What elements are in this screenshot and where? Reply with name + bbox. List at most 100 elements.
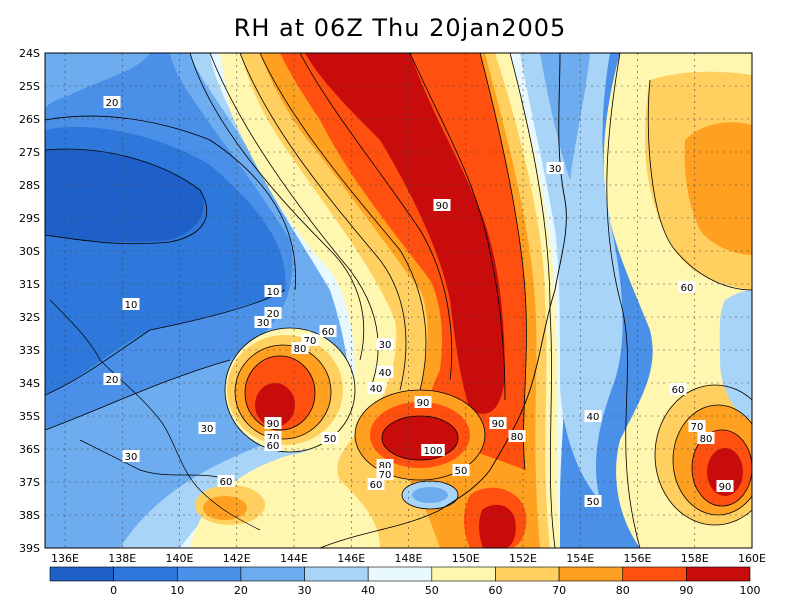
contour-label-bg: [584, 495, 602, 507]
lat-axis: 24S 25S 26S 27S 28S 29S 30S 31S 32S 33S 34S 35S 36S 3…: [19, 47, 40, 555]
east-80: [684, 122, 752, 255]
contour-label: 90: [267, 419, 280, 430]
pocket-blue-core: [412, 487, 448, 503]
contour-lines: [45, 53, 752, 548]
contour-label: 60: [267, 441, 280, 452]
gridlines: [45, 53, 752, 548]
lon-axis: 136E 138E 140E 142E 144E 146E 148E 150E 152E 154E…: [51, 552, 766, 565]
contour-label: 60: [322, 327, 335, 338]
contour-label-bg: [414, 396, 432, 408]
colorbar-swatch: [367, 566, 433, 582]
lon-tick-label: 138E: [108, 552, 136, 565]
chart-title: RH at 06Z Thu 20jan2005: [233, 14, 567, 42]
contour-label: 90: [417, 398, 430, 409]
contour-label-bg: [264, 417, 282, 429]
colorbar-label: 30: [298, 584, 312, 597]
lon-tick-label: 154E: [566, 552, 594, 565]
contour-label-bg: [376, 366, 394, 378]
very-dry-region: [45, 149, 204, 243]
contour-label: 20: [106, 375, 119, 386]
contour-label-bg: [584, 410, 602, 422]
colorbar-label: 100: [740, 584, 761, 597]
lat-tick-label: 24S: [19, 47, 40, 60]
contour-label-bg: [367, 478, 385, 490]
contour-label: 60: [370, 480, 383, 491]
contour-label: 80: [379, 461, 392, 472]
lon-tick-label: 136E: [51, 552, 79, 565]
lat-tick-label: 34S: [19, 377, 40, 390]
colorbar-swatch: [622, 566, 687, 582]
colorbar-label: 20: [234, 584, 248, 597]
contour-label: 60: [672, 385, 685, 396]
lat-tick-label: 27S: [19, 146, 40, 159]
contour-label-bg: [103, 373, 121, 385]
colorbar-label: 0: [110, 584, 117, 597]
contour-label-bg: [697, 432, 715, 444]
coastline: [319, 53, 567, 548]
contour-label: 40: [370, 384, 383, 395]
lat-tick-label: 36S: [19, 443, 40, 456]
contour-label: 60: [681, 283, 694, 294]
contour-label: 20: [106, 98, 119, 109]
lon-tick-label: 142E: [223, 552, 251, 565]
lat-tick-label: 37S: [19, 476, 40, 489]
east-drier-tongue: [540, 53, 590, 180]
contour-label: 30: [257, 318, 270, 329]
colorbar-swatch: [49, 566, 114, 582]
colorbar-swatch: [686, 566, 751, 582]
lat-tick-label: 38S: [19, 509, 40, 522]
lat-tick-label: 30S: [19, 245, 40, 258]
lon-tick-label: 160E: [738, 552, 766, 565]
contour-label-bg: [376, 338, 394, 350]
contour-label: 50: [455, 466, 468, 477]
contour-label: 100: [423, 446, 442, 457]
contour-labels: 2010102030302030607080907060403040509010…: [103, 96, 734, 508]
lon-tick-label: 156E: [624, 552, 652, 565]
contour-label-bg: [321, 432, 339, 444]
contour-label-bg: [367, 382, 385, 394]
colorbar-label: 70: [552, 584, 566, 597]
contour-label-bg: [217, 475, 235, 487]
lon-tick-label: 148E: [395, 552, 423, 565]
lat-tick-label: 25S: [19, 80, 40, 93]
colorbar-label: 40: [361, 584, 375, 597]
lon-tick-label: 140E: [166, 552, 194, 565]
lon-tick-label: 146E: [337, 552, 365, 565]
contour-label-bg: [122, 298, 140, 310]
contour-label: 80: [511, 432, 524, 443]
colorbar-swatch: [431, 566, 496, 582]
contour-label-bg: [198, 422, 216, 434]
contour-label: 10: [267, 287, 280, 298]
contour-label: 30: [125, 452, 138, 463]
contour-label: 80: [294, 344, 307, 355]
cell-se-core: [707, 448, 743, 496]
rh-field: [45, 53, 752, 548]
contour-label-bg: [376, 468, 394, 480]
colorbar-swatch: [176, 566, 242, 582]
colorbar: 0 10 20 30 40 50 60 70 80 90 100: [49, 566, 761, 597]
lat-tick-label: 32S: [19, 311, 40, 324]
contour-label-bg: [489, 417, 507, 429]
lon-tick-label: 144E: [280, 552, 308, 565]
contour-label: 50: [587, 497, 600, 508]
colorbar-label: 90: [679, 584, 693, 597]
lat-tick-label: 29S: [19, 212, 40, 225]
colorbar-swatch: [240, 566, 305, 582]
contour-label: 30: [549, 164, 562, 175]
east-edge-dry: [719, 290, 752, 420]
contour-label: 50: [324, 434, 337, 445]
contour-label-bg: [264, 285, 282, 297]
cell-south-core: [479, 504, 516, 548]
contour-label: 30: [201, 424, 214, 435]
contour-label-bg: [319, 325, 337, 337]
river-2: [79, 439, 231, 481]
colorbar-swatch: [495, 566, 560, 582]
colorbar-swatch: [558, 566, 624, 582]
contour-label-bg: [421, 444, 445, 456]
colorbar-label: 60: [488, 584, 502, 597]
contour-label: 40: [587, 412, 600, 423]
colorbar-label: 10: [170, 584, 184, 597]
core-100: [305, 53, 505, 414]
colorbar-label: 80: [616, 584, 630, 597]
